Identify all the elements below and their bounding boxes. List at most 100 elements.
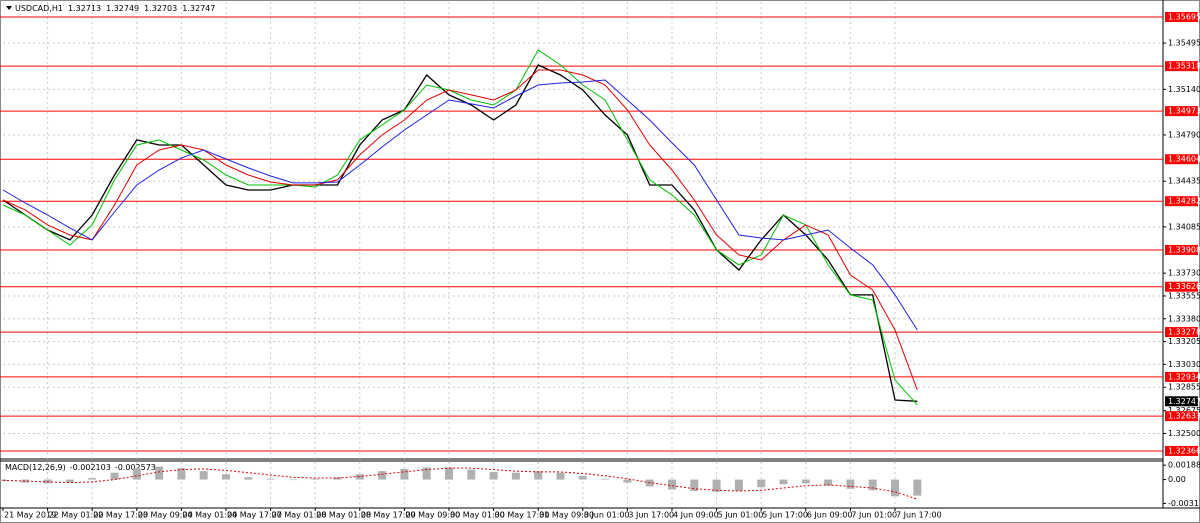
level-label: 1.33278 bbox=[1168, 328, 1200, 337]
x-tick-label: 24 May 17:00 bbox=[227, 511, 282, 520]
y-tick-label: 1.35140 bbox=[1168, 85, 1200, 94]
histogram-bar bbox=[355, 474, 364, 480]
y-tick-label: 1.32675 bbox=[1168, 406, 1200, 415]
x-tick-label: 22 May 17:00 bbox=[93, 511, 148, 520]
ohlc-value: 1.32747 bbox=[182, 4, 215, 13]
y-tick-label: 1.33205 bbox=[1168, 337, 1200, 346]
histogram-bar bbox=[824, 479, 833, 486]
histogram-bar bbox=[578, 475, 587, 480]
x-tick-label: 6 Jun 09:00 bbox=[807, 511, 853, 520]
histogram-bar bbox=[891, 479, 899, 497]
histogram-bar bbox=[110, 472, 119, 480]
y-tick-label: 1.32855 bbox=[1168, 383, 1200, 392]
y-tick-label: 1.33555 bbox=[1168, 291, 1200, 300]
y-tick-label: 1.34790 bbox=[1168, 130, 1200, 139]
level-label: 1.34604 bbox=[1168, 155, 1200, 164]
level-tag bbox=[1165, 106, 1198, 117]
x-tick-label: 24 May 01:00 bbox=[182, 511, 237, 520]
histogram-bar bbox=[467, 469, 476, 480]
level-tag bbox=[1165, 281, 1198, 292]
histogram-bar bbox=[445, 467, 453, 480]
level-tag bbox=[1165, 445, 1198, 456]
histogram-bar bbox=[801, 479, 810, 484]
histogram-bar bbox=[668, 479, 676, 490]
level-label: 1.35318 bbox=[1168, 62, 1200, 71]
histogram-bar bbox=[712, 479, 721, 492]
histogram-bar bbox=[177, 468, 186, 480]
panel-title: MACD(12,26,9) -0.002103 -0.002573 bbox=[5, 463, 156, 472]
last-price-tag bbox=[1165, 396, 1198, 407]
price-line bbox=[2, 64, 918, 402]
x-tick-label: 4 Jun 09:00 bbox=[673, 511, 719, 520]
level-tag bbox=[1165, 327, 1198, 338]
histogram-bar bbox=[132, 468, 141, 480]
level-tag bbox=[1165, 244, 1198, 255]
y-tick-label: 0.00 bbox=[1168, 475, 1186, 484]
x-tick-label: 30 May 17:00 bbox=[495, 511, 550, 520]
x-tick-label: 23 May 09:00 bbox=[138, 511, 193, 520]
x-tick-label: 27 May 01:00 bbox=[272, 511, 327, 520]
histogram-bar bbox=[511, 472, 520, 480]
histogram-bar bbox=[422, 467, 431, 480]
indicator-name: MACD(12,26,9) bbox=[5, 463, 66, 472]
y-tick-label: 1.34085 bbox=[1168, 222, 1200, 231]
last-price-label: 1.32747 bbox=[1168, 397, 1200, 406]
level-label: 1.32366 bbox=[1168, 446, 1200, 455]
indicator-value: -0.002573 bbox=[115, 463, 156, 472]
y-tick-label: 1.33380 bbox=[1168, 314, 1200, 323]
y-tick-label: 1.34435 bbox=[1168, 177, 1200, 186]
histogram-bar bbox=[690, 479, 699, 492]
ohlc-value: 1.32703 bbox=[144, 4, 177, 13]
signal-line bbox=[2, 467, 918, 500]
y-tick-label: 0.001889 bbox=[1168, 461, 1200, 470]
histogram-bar bbox=[21, 479, 30, 483]
level-tag bbox=[1165, 154, 1198, 165]
x-tick-label: 5 Jun 17:00 bbox=[762, 511, 808, 520]
level-label: 1.34973 bbox=[1168, 107, 1200, 116]
histogram-bar bbox=[288, 479, 297, 481]
histogram-bar bbox=[311, 478, 320, 480]
histogram-bar bbox=[65, 479, 74, 483]
ohlc-value: 1.32749 bbox=[106, 4, 139, 13]
x-tick-label: 7 Jun 17:00 bbox=[896, 511, 942, 520]
level-tag bbox=[1165, 411, 1198, 422]
x-tick-label: 30 May 01:00 bbox=[450, 511, 505, 520]
level-tag bbox=[1165, 11, 1198, 22]
histogram-bar bbox=[88, 478, 97, 480]
histogram-bar bbox=[266, 478, 275, 480]
level-label: 1.35695 bbox=[1168, 12, 1200, 21]
histogram-bar bbox=[400, 468, 409, 480]
level-label: 1.32633 bbox=[1168, 412, 1200, 421]
level-tag bbox=[1165, 61, 1198, 72]
histogram-bar bbox=[155, 466, 164, 480]
x-tick-label: 7 Jun 01:00 bbox=[851, 511, 897, 520]
y-tick-label: 1.32500 bbox=[1168, 429, 1200, 438]
histogram-bar bbox=[534, 471, 543, 480]
histogram-bar bbox=[333, 477, 342, 480]
level-label: 1.32934 bbox=[1168, 372, 1200, 381]
histogram-bar bbox=[846, 479, 855, 489]
histogram-bar bbox=[244, 477, 253, 480]
price-line bbox=[2, 69, 918, 391]
level-label: 1.33626 bbox=[1168, 282, 1200, 291]
x-tick-label: 3 Jun 01:00 bbox=[584, 511, 630, 520]
indicator-value: -0.002103 bbox=[70, 463, 111, 472]
price-line bbox=[2, 49, 918, 406]
level-tag bbox=[1165, 196, 1198, 207]
histogram-bar bbox=[757, 479, 766, 488]
histogram-bar bbox=[378, 471, 387, 480]
level-tag bbox=[1165, 371, 1198, 382]
chart-title: USDCAD,H1 1.32713 1.32749 1.32703 1.32747 bbox=[15, 4, 215, 13]
y-tick-label: 1.35495 bbox=[1168, 39, 1200, 48]
histogram-bar bbox=[199, 471, 208, 480]
x-tick-label: 28 May 01:00 bbox=[316, 511, 371, 520]
x-tick-label: 28 May 17:00 bbox=[361, 511, 416, 520]
ohlc-value: 1.32713 bbox=[68, 4, 101, 13]
x-tick-label: 29 May 09:00 bbox=[405, 511, 460, 520]
x-tick-label: 21 May 2019 bbox=[4, 511, 56, 520]
menu-arrow[interactable] bbox=[6, 6, 12, 10]
y-tick-label: 1.33730 bbox=[1168, 269, 1200, 278]
x-tick-label: 22 May 01:00 bbox=[49, 511, 104, 520]
